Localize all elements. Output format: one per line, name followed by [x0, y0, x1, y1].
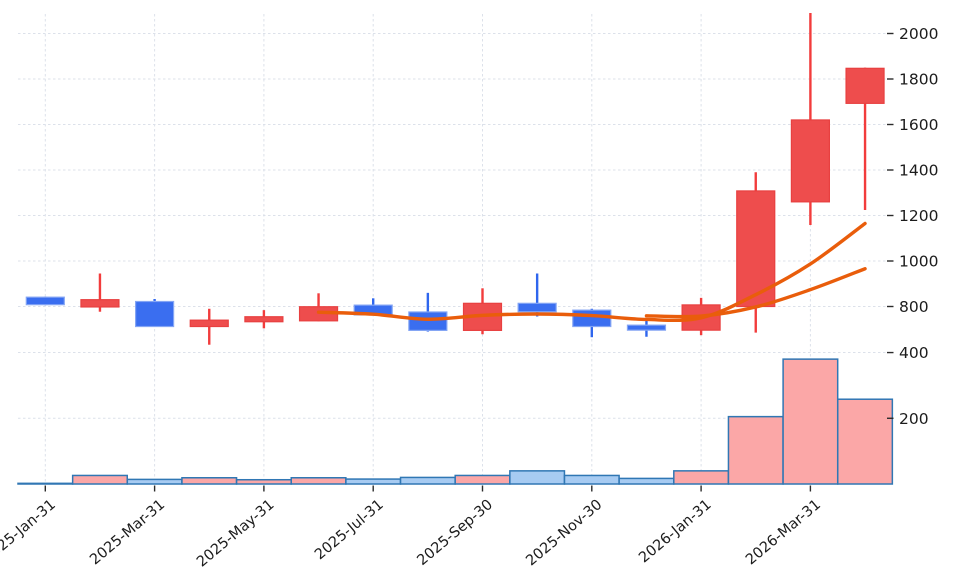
candle-body-2025-Apr-30 [189, 319, 229, 328]
candle-body-2025-Nov-30 [572, 309, 612, 328]
volume-bars [17, 358, 894, 485]
x-tick-label: 2026-Jan-31 [636, 497, 714, 566]
volume-bar-2025-Apr-30 [181, 477, 238, 485]
x-tick-label: 2026-Mar-31 [743, 497, 824, 569]
volume-bar-2026-Apr-30 [837, 398, 894, 485]
right-axis: 2000 1800 1600 1400 1200 1000 800 400 200 [887, 25, 938, 428]
volume-bar-2025-Aug-31 [399, 476, 456, 485]
volume-bar-2025-Jul-31 [345, 478, 402, 485]
candle-body-2026-Apr-30 [845, 67, 885, 104]
candle-body-2025-Dec-31 [626, 324, 667, 331]
candle-body-2025-May-31 [244, 316, 284, 323]
x-tick-label: 2025-Mar-31 [87, 497, 168, 569]
sma12-line [644, 267, 867, 319]
candles [25, 13, 885, 345]
x-tick-label: 2025-Jan-31 [0, 497, 59, 566]
x-tick-label: 2025-May-31 [194, 497, 277, 571]
price-tick-label: 800 [899, 298, 929, 316]
volume-bar-2025-Mar-31 [126, 478, 183, 485]
volume-bar-2026-Feb-28 [727, 415, 784, 485]
price-tick-label: 1600 [899, 116, 938, 134]
sma6-line [316, 221, 867, 323]
price-tick-label: 1400 [899, 162, 938, 180]
volume-tick-label: 200 [899, 410, 929, 428]
x-axis: 2025-Jan-31 2025-Mar-31 2025-May-31 2025-Ju… [0, 485, 824, 571]
price-tick-label: 2000 [899, 25, 938, 43]
candle-body-2025-Aug-31 [408, 311, 448, 331]
volume-bar-2025-May-31 [235, 478, 292, 485]
candle-body-2025-Oct-31 [517, 302, 557, 313]
volume-bar-2025-Sep-30 [454, 474, 511, 485]
volume-bar-2026-Mar-31 [782, 358, 839, 485]
volume-bar-2026-Jan-31 [673, 470, 730, 485]
volume-bar-2025-Oct-31 [509, 470, 566, 485]
price-tick-label: 1000 [899, 253, 938, 271]
candle-body-2025-Feb-28 [80, 299, 120, 308]
price-tick-label: 1800 [899, 71, 938, 89]
candle-body-2025-Jan-31 [25, 296, 65, 306]
volume-bar-2025-Jun-30 [290, 477, 347, 485]
x-tick-label: 2025-Jul-31 [312, 497, 387, 563]
volume-bar-2025-Feb-28 [71, 474, 128, 485]
candle-body-2025-Mar-31 [135, 300, 175, 328]
volume-bar-2025-Jan-31 [17, 482, 74, 485]
volume-bar-2025-Nov-30 [563, 474, 620, 485]
volume-bar-2025-Dec-31 [618, 477, 675, 485]
x-tick-label: 2025-Nov-30 [523, 497, 605, 570]
price-tick-label: 1200 [899, 207, 938, 225]
x-tick-label: 2025-Sep-30 [414, 497, 496, 569]
volume-tick-label: 400 [899, 344, 929, 362]
candle-body-2026-Mar-31 [790, 119, 831, 203]
